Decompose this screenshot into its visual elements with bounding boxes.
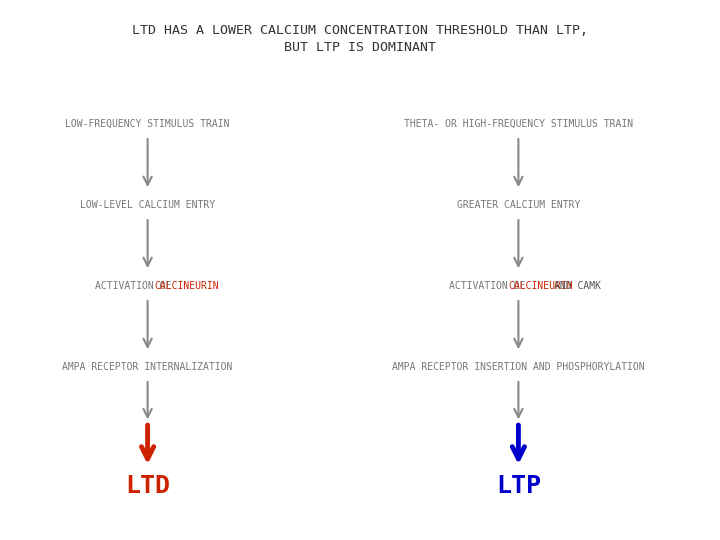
Text: ACTIVATION OF: ACTIVATION OF	[95, 281, 177, 291]
Text: LOW-FREQUENCY STIMULUS TRAIN: LOW-FREQUENCY STIMULUS TRAIN	[66, 119, 230, 129]
Text: THETA- OR HIGH-FREQUENCY STIMULUS TRAIN: THETA- OR HIGH-FREQUENCY STIMULUS TRAIN	[404, 119, 633, 129]
Text: LTP: LTP	[496, 474, 541, 498]
Text: ACTIVATION OF: ACTIVATION OF	[449, 281, 531, 291]
Text: CALCINEURIN: CALCINEURIN	[154, 281, 219, 291]
Text: LTD HAS A LOWER CALCIUM CONCENTRATION THRESHOLD THAN LTP,
BUT LTP IS DOMINANT: LTD HAS A LOWER CALCIUM CONCENTRATION TH…	[132, 24, 588, 55]
Text: AMPA RECEPTOR INSERTION AND PHOSPHORYLATION: AMPA RECEPTOR INSERTION AND PHOSPHORYLAT…	[392, 362, 644, 372]
Text: CALCINEURIN: CALCINEURIN	[508, 281, 572, 291]
Text: LTD: LTD	[125, 474, 170, 498]
Text: GREATER CALCIUM ENTRY: GREATER CALCIUM ENTRY	[456, 200, 580, 210]
Text: LOW-LEVEL CALCIUM ENTRY: LOW-LEVEL CALCIUM ENTRY	[80, 200, 215, 210]
Text: AND CAMK: AND CAMK	[554, 281, 601, 291]
Text: AMPA RECEPTOR INTERNALIZATION: AMPA RECEPTOR INTERNALIZATION	[63, 362, 233, 372]
